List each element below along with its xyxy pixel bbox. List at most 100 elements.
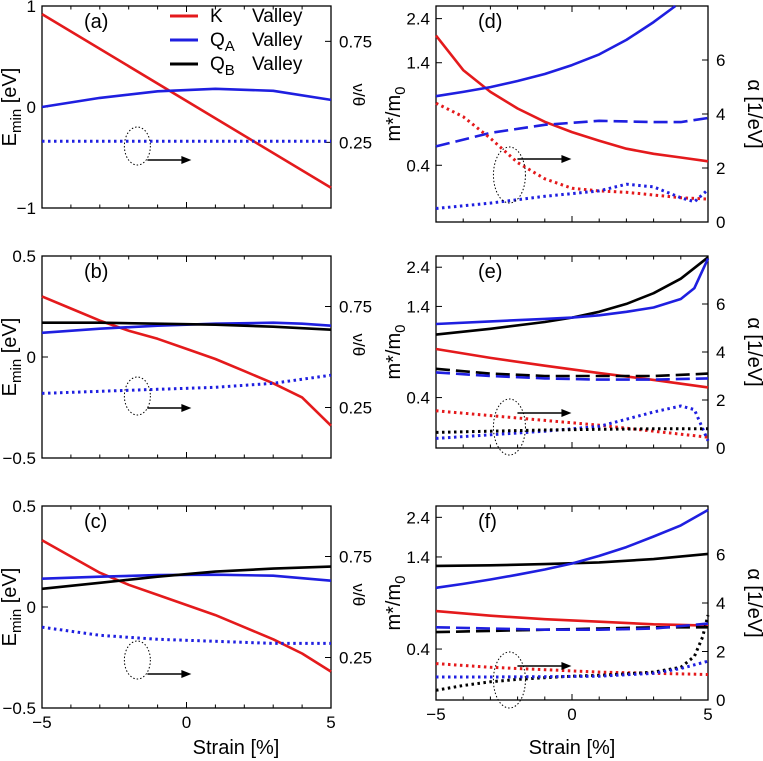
plot-frame: [41, 505, 332, 709]
panel-label: (f): [478, 511, 497, 533]
plot-frame: [435, 505, 709, 701]
right-y-tick-label: 0.75: [339, 32, 372, 51]
series-line: [435, 662, 709, 676]
y-tick-label: 0.4: [406, 389, 430, 408]
series-line: [42, 321, 332, 331]
annotation-ellipse: [123, 126, 151, 166]
legend-entry-name: QB: [210, 54, 235, 79]
y-axis-label: m*/m0: [383, 324, 409, 379]
panel-label: (e): [478, 261, 502, 283]
series-line: [41, 373, 332, 395]
right-y-tick-label: 6: [716, 51, 725, 70]
right-axis-label: α [1/eV]: [743, 568, 763, 637]
x-axis-label-left: Strain [%]: [193, 737, 280, 759]
y-tick-label: 1: [27, 0, 36, 16]
y-tick-label: −1: [17, 199, 36, 218]
series-line: [435, 367, 709, 378]
panel-label: (b): [84, 261, 108, 283]
plot-frame: [41, 255, 332, 459]
right-axis-label: ν/θ: [349, 334, 368, 357]
series-line: [435, 258, 710, 326]
series-line: [435, 508, 709, 590]
y-tick-label: 0.5: [12, 497, 36, 516]
annotation-arrowhead: [561, 155, 572, 163]
y-axis-label: m*/m0: [383, 86, 409, 141]
y-tick-label: 1.4: [406, 297, 430, 316]
annotation-ellipse: [123, 640, 151, 680]
right-y-tick-label: 2: [716, 159, 725, 178]
series-line: [41, 573, 332, 582]
right-axis-label: α [1/eV]: [743, 317, 763, 386]
series-line: [436, 659, 709, 679]
series-line: [435, 116, 709, 148]
y-tick-label: −0.5: [2, 449, 36, 468]
series-line: [435, 182, 710, 210]
y-axis-label: Emin [eV]: [0, 318, 25, 397]
annotation-arrowhead: [181, 404, 192, 412]
y-tick-label: 2.4: [406, 258, 430, 277]
legend-entry-label: Valley: [252, 6, 303, 27]
x-tick-label: 0: [567, 705, 576, 724]
series-line: [41, 295, 332, 427]
series-line: [41, 625, 331, 645]
x-tick-label: −5: [426, 705, 445, 724]
right-y-tick-label: 0.75: [339, 548, 372, 567]
right-y-tick-label: 6: [716, 546, 725, 565]
right-y-tick-label: 0.75: [339, 298, 372, 317]
annotation-arrowhead: [561, 662, 572, 670]
legend-entry-name: QA: [210, 30, 235, 55]
annotation-ellipse: [123, 376, 151, 416]
x-axis-label-right: Strain [%]: [529, 737, 616, 759]
annotation-ellipse: [492, 398, 526, 456]
series-line: [41, 87, 332, 109]
panel-e: 0.4 1.4 2.4 0 2 4 6 m*/m0 α [1/eV] (e): [383, 255, 763, 458]
series-line: [41, 565, 332, 591]
series-line: [435, 256, 709, 336]
y-tick-label: 0: [27, 598, 36, 617]
panel-b: −0.5 0 0.5 0.25 0.75 Emin [eV] ν/θ (b): [0, 247, 372, 468]
series-line: [435, 101, 709, 201]
y-tick-label: 0.4: [406, 156, 430, 175]
right-y-tick-label: 4: [716, 343, 725, 362]
panel-d: 0.4 1.4 2.4 0 2 4 6 m*/m0 α [1/eV] (d): [383, 4, 763, 232]
right-y-tick-label: 0.25: [339, 133, 372, 152]
panel-a: −1 0 1 0.25 0.75 Emin [eV] ν/θ (a): [0, 0, 372, 218]
right-y-tick-label: 0.25: [339, 649, 372, 668]
right-y-tick-label: 0: [716, 213, 725, 232]
y-tick-label: 2.4: [406, 10, 430, 29]
right-y-tick-label: 0: [716, 439, 725, 458]
x-tick-label: −5: [32, 713, 51, 732]
x-tick-label: 5: [326, 713, 335, 732]
y-axis-label: Emin [eV]: [0, 568, 25, 647]
right-y-tick-label: 6: [716, 295, 725, 314]
y-tick-label: 0: [27, 98, 36, 117]
annotation-arrowhead: [181, 670, 192, 678]
series-line: [435, 404, 710, 442]
series-line: [435, 347, 709, 389]
annotation-arrowhead: [561, 409, 572, 417]
legend-entry-label: Valley: [252, 30, 303, 51]
x-tick-label: 5: [703, 705, 712, 724]
y-tick-label: 1.4: [406, 548, 430, 567]
annotation-ellipse: [492, 651, 526, 709]
panel-c: −5 0 5 −0.5 0 0.5 0.25 0.75 Emin [eV] ν/θ (c): [0, 497, 372, 732]
right-axis-label: ν/θ: [349, 584, 368, 607]
series-line: [434, 34, 709, 163]
legend: K Valley QA Valley QB Valley: [170, 6, 303, 79]
series-line: [435, 4, 677, 98]
right-axis-label: α [1/eV]: [743, 79, 763, 148]
right-y-tick-label: 2: [716, 391, 725, 410]
right-y-tick-label: 4: [716, 594, 725, 613]
legend-entry-name: K: [210, 6, 223, 27]
series-line: [435, 409, 709, 439]
panel-label: (d): [478, 11, 502, 33]
series-line: [435, 371, 709, 381]
y-tick-label: −0.5: [2, 699, 36, 718]
right-axis-label: ν/θ: [349, 84, 368, 107]
series-line: [41, 539, 332, 673]
y-axis-label: Emin [eV]: [0, 68, 25, 147]
series-line: [435, 622, 709, 632]
y-tick-label: 0.4: [406, 640, 430, 659]
